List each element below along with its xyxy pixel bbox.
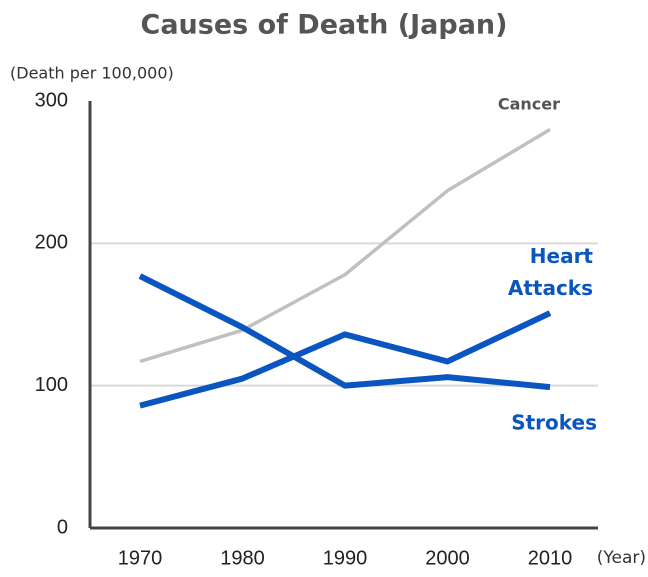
chart-title: Causes of Death (Japan) bbox=[141, 10, 508, 41]
y-axis-label: (Death per 100,000) bbox=[10, 64, 174, 83]
line-series bbox=[139, 310, 552, 409]
y-tick-label: 200 bbox=[35, 232, 68, 254]
x-tick-label: 2000 bbox=[425, 547, 470, 569]
x-tick-label: 1990 bbox=[323, 547, 368, 569]
x-tick-label: 1980 bbox=[220, 547, 265, 569]
line-series bbox=[139, 127, 551, 364]
y-tick-label: 100 bbox=[35, 374, 68, 396]
line-series bbox=[138, 273, 551, 391]
series-label: Heart Attacks bbox=[508, 244, 594, 300]
y-tick-label: 300 bbox=[35, 89, 68, 111]
x-tick-label: 1970 bbox=[118, 547, 163, 569]
x-axis-label: (Year) bbox=[597, 548, 646, 568]
x-tick-label: 2010 bbox=[528, 547, 573, 569]
y-tick-label: 0 bbox=[57, 516, 68, 538]
series-label: Strokes bbox=[511, 411, 597, 435]
series-label: Cancer bbox=[498, 95, 560, 114]
